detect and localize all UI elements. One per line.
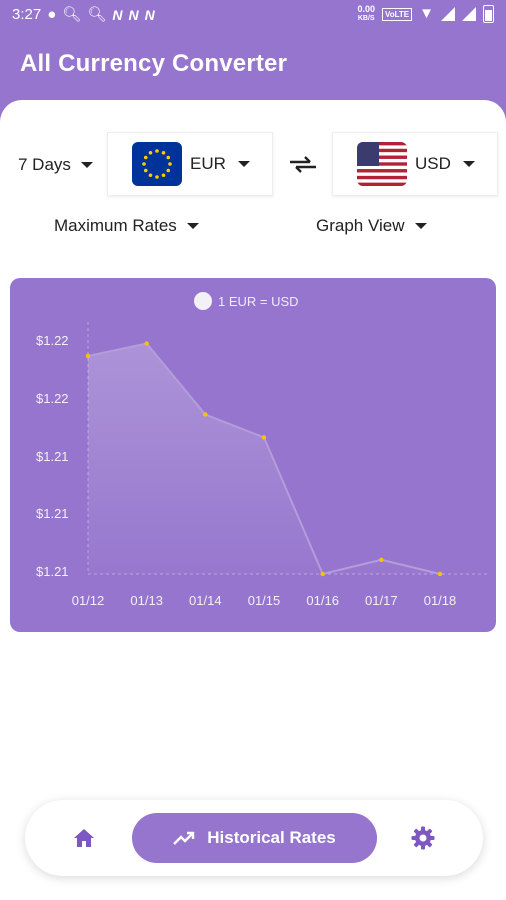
data-point <box>379 557 384 563</box>
network-speed-value: 0.00 <box>357 4 375 14</box>
eu-flag-icon <box>132 142 182 186</box>
volte-badge: VoLTE <box>381 7 413 21</box>
status-time: 3:27 <box>12 6 42 23</box>
view-mode-value: Graph View <box>316 216 405 235</box>
signal-icon <box>441 7 455 21</box>
network-speed-unit: KB/S <box>357 15 375 22</box>
to-currency-dropdown[interactable]: USD <box>332 132 498 196</box>
view-mode-dropdown[interactable]: Graph View <box>316 216 427 236</box>
caret-down-icon <box>414 223 427 229</box>
from-currency-code: EUR <box>190 154 226 173</box>
x-tick-label: 01/16 <box>306 593 339 608</box>
caret-down-icon <box>237 161 250 167</box>
data-point <box>261 435 267 440</box>
y-tick-label: $1.21 <box>36 564 69 579</box>
settings-gear-icon[interactable] <box>411 826 435 850</box>
x-tick-label: 01/15 <box>248 593 281 608</box>
data-point <box>437 571 443 577</box>
app-title: All Currency Converter <box>20 50 288 77</box>
search-notification-icon: 🔍︎ <box>62 6 82 23</box>
y-tick-label: $1.22 <box>36 333 69 348</box>
caret-down-icon <box>186 223 199 229</box>
series-area <box>88 343 440 574</box>
rate-type-value: Maximum Rates <box>54 216 177 235</box>
data-point <box>203 412 208 417</box>
rate-type-dropdown[interactable]: Maximum Rates <box>54 216 199 236</box>
to-currency-code: USD <box>415 154 451 173</box>
chart-legend: 1 EUR = USD <box>194 292 299 310</box>
legend-label: 1 EUR = USD <box>218 293 299 309</box>
network-speed: 0.00 KB/S <box>357 5 375 23</box>
y-tick-label: $1.21 <box>36 449 69 464</box>
caret-down-icon <box>80 162 93 168</box>
battery-icon <box>483 5 494 23</box>
x-tick-label: 01/14 <box>189 593 222 608</box>
nav-historical-rates-label: Historical Rates <box>207 828 336 847</box>
from-currency-dropdown[interactable]: EUR <box>107 132 273 196</box>
y-tick-label: $1.22 <box>36 391 69 406</box>
nav-historical-rates[interactable]: Historical Rates <box>132 813 377 863</box>
x-tick-label: 01/12 <box>72 593 105 608</box>
notification-n-icon: N <box>128 7 139 23</box>
notification-n-icon: N <box>112 7 123 23</box>
us-flag-icon <box>357 142 407 186</box>
x-tick-label: 01/18 <box>424 593 457 608</box>
status-bar: 3:27 ● 🔍︎ 🔍︎ N N N 0.00 KB/S VoLTE ▼ <box>0 0 506 32</box>
wifi-icon: ▼ <box>419 5 434 22</box>
search-notification-icon: 🔍︎ <box>87 6 107 23</box>
x-tick-label: 01/13 <box>130 593 163 608</box>
swap-icon[interactable] <box>288 152 318 176</box>
rate-chart-card: 1 EUR = USD $1.22 $1.22 $1.21 $1.21 $1.21 01/… <box>10 278 496 632</box>
signal-icon <box>462 7 476 21</box>
legend-marker-icon <box>194 292 212 310</box>
caret-down-icon <box>462 161 475 167</box>
period-value: 7 Days <box>18 155 71 174</box>
bottom-nav: Historical Rates <box>25 800 483 876</box>
x-tick-label: 01/17 <box>365 593 398 608</box>
y-tick-label: $1.21 <box>36 506 69 521</box>
data-point <box>320 571 325 577</box>
period-dropdown[interactable]: 7 Days <box>18 155 93 175</box>
chat-icon: ● <box>47 6 57 23</box>
trending-up-icon <box>173 831 195 845</box>
data-point <box>144 341 149 346</box>
data-point <box>85 353 91 359</box>
home-icon[interactable] <box>73 828 95 848</box>
notification-n-icon: N <box>144 7 155 23</box>
